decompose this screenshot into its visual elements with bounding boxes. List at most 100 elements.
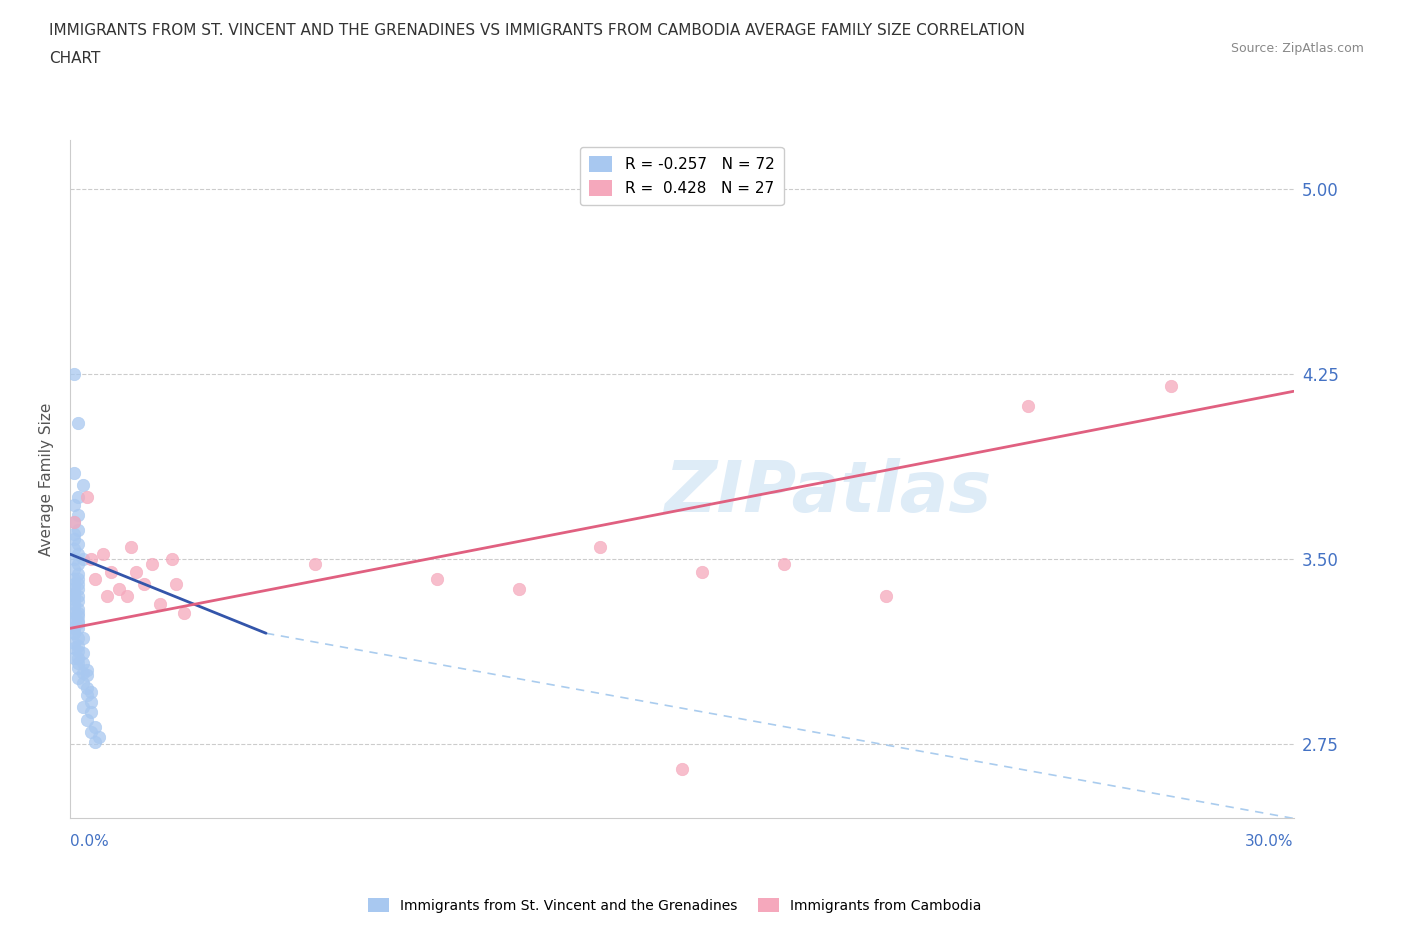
Point [76,680,98,695]
Point [67,572,90,587]
Point [72,675,94,690]
Point [67,601,90,616]
Point [76,663,98,678]
Point [67,557,90,572]
Point [63,572,86,587]
Text: IMMIGRANTS FROM ST. VINCENT AND THE GRENADINES VS IMMIGRANTS FROM CAMBODIA AVERA: IMMIGRANTS FROM ST. VINCENT AND THE GREN… [49,23,1025,38]
Point [773,557,796,572]
Point [173,606,195,621]
Point [67,581,90,596]
Point [72,645,94,660]
Point [79,724,103,739]
Point [108,581,131,596]
Point [76,687,98,702]
Point [83,720,105,735]
Point [63,591,86,606]
Point [63,589,86,604]
Point [67,656,90,671]
Point [96,589,118,604]
Point [67,577,90,591]
Point [63,641,86,656]
Point [67,593,90,608]
Point [508,581,530,596]
Point [63,577,86,591]
Point [304,557,326,572]
Point [72,478,94,493]
Point [100,565,122,579]
Point [79,685,103,700]
Point [79,551,103,566]
Point [67,589,90,604]
Text: Source: ZipAtlas.com: Source: ZipAtlas.com [1230,42,1364,55]
Point [63,621,86,636]
Point [67,631,90,645]
Point [79,705,103,720]
Point [91,547,114,562]
Point [67,650,90,665]
Point [67,621,90,636]
Point [67,643,90,658]
Point [149,596,172,611]
Point [76,668,98,683]
Point [63,532,86,547]
Point [72,656,94,671]
Point [426,572,449,587]
Point [83,572,105,587]
Point [63,626,86,641]
Point [63,614,86,629]
Point [63,514,86,529]
Point [67,671,90,685]
Point [63,626,86,641]
Point [63,527,86,542]
Point [121,539,143,554]
Point [72,551,94,566]
Point [63,596,86,611]
Point [63,650,86,665]
Point [63,366,86,381]
Point [76,490,98,505]
Point [83,735,105,750]
Point [72,665,94,680]
Point [72,700,94,715]
Point [63,586,86,601]
Point [79,695,103,710]
Text: ZIPatlas: ZIPatlas [665,458,993,527]
Point [63,611,86,626]
Point [72,631,94,645]
Point [692,565,714,579]
Point [63,562,86,577]
Point [67,614,90,629]
Point [1160,379,1182,393]
Point [67,608,90,623]
Point [63,581,86,596]
Point [63,601,86,616]
Legend: R = -0.257   N = 72, R =  0.428   N = 27: R = -0.257 N = 72, R = 0.428 N = 27 [581,147,783,206]
Point [67,660,90,675]
Text: 0.0%: 0.0% [70,834,110,849]
Point [589,539,612,554]
Point [63,636,86,651]
Point [67,490,90,505]
Point [63,606,86,621]
Point [67,416,90,431]
Point [63,498,86,512]
Point [67,522,90,537]
Point [67,606,90,621]
Point [63,514,86,529]
Point [162,551,183,566]
Text: 30.0%: 30.0% [1246,834,1294,849]
Point [87,729,110,744]
Point [63,551,86,566]
Point [63,542,86,557]
Point [875,589,897,604]
Point [124,565,146,579]
Point [165,577,187,591]
Point [141,557,163,572]
Point [63,465,86,480]
Point [132,577,155,591]
Point [671,762,693,777]
Text: CHART: CHART [49,51,101,66]
Point [76,712,98,727]
Point [67,547,90,562]
Point [67,537,90,551]
